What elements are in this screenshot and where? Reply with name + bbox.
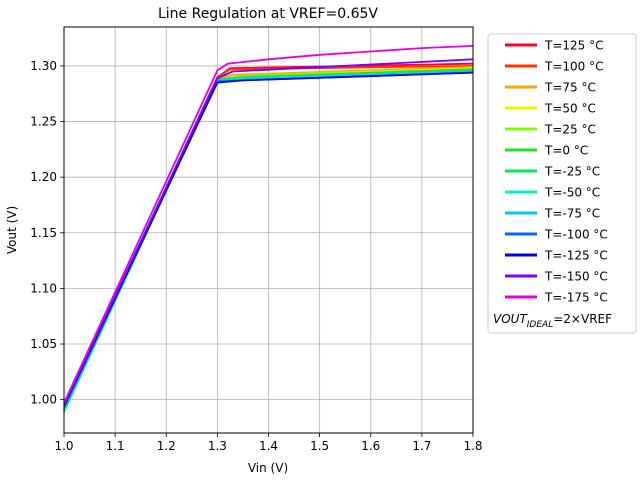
y-tick-label: 1.15 — [30, 226, 57, 240]
series-line-11 — [63, 58, 474, 406]
legend-note: VOUTIDEAL=2×VREF — [493, 312, 612, 330]
legend-label-7: T=-50 °C — [544, 186, 600, 200]
x-tick-label: 1.1 — [106, 439, 125, 453]
legend-label-1: T=100 °C — [544, 60, 603, 74]
chart-title: Line Regulation at VREF=0.65V — [158, 6, 378, 22]
legend-label-11: T=-150 °C — [544, 270, 608, 284]
grid-lines — [63, 27, 474, 433]
x-tick-label: 1.0 — [54, 439, 73, 453]
y-tick-label: 1.10 — [30, 281, 57, 295]
y-tick-label: 1.30 — [30, 59, 57, 73]
legend-label-5: T=0 °C — [544, 144, 588, 158]
legend-note-rest: =2×VREF — [553, 312, 612, 326]
plot-series — [63, 45, 474, 413]
legend-box — [487, 33, 637, 334]
x-tick-label: 1.2 — [157, 439, 176, 453]
y-tick-label: 1.25 — [30, 115, 57, 129]
x-tick-label: 1.7 — [412, 439, 431, 453]
x-tick-label: 1.6 — [361, 439, 380, 453]
legend-label-2: T=75 °C — [544, 81, 596, 95]
legend-label-9: T=-100 °C — [544, 228, 608, 242]
series-line-12 — [63, 45, 474, 404]
legend-label-0: T=125 °C — [544, 39, 603, 53]
x-tick-label: 1.3 — [208, 439, 227, 453]
legend-label-4: T=25 °C — [544, 123, 596, 137]
y-tick-label: 1.20 — [30, 170, 57, 184]
series-line-10 — [63, 71, 474, 407]
x-tick-label: 1.5 — [310, 439, 329, 453]
y-axis-ticks: 1.00 1.05 1.10 1.15 1.20 1.25 1.30 — [30, 59, 64, 407]
y-tick-label: 1.00 — [30, 393, 57, 407]
legend-items: T=125 °C T=100 °C T=75 °C T=50 °C T=25 °C T=0… — [505, 39, 608, 305]
legend-label-12: T=-175 °C — [544, 291, 608, 305]
y-axis-label: Vout (V) — [5, 206, 19, 254]
legend-label-10: T=-125 °C — [544, 249, 608, 263]
legend-label-6: T=-25 °C — [544, 165, 600, 179]
legend-label-3: T=50 °C — [544, 102, 596, 116]
x-tick-label: 1.4 — [259, 439, 278, 453]
x-axis-ticks: 1.0 1.1 1.2 1.3 1.4 1.5 1.6 1.7 1.8 — [54, 433, 483, 453]
legend: T=125 °C T=100 °C T=75 °C T=50 °C T=25 °C T=0… — [487, 33, 637, 334]
legend-label-8: T=-75 °C — [544, 207, 600, 221]
legend-note-main: VOUT — [493, 312, 528, 326]
x-tick-label: 1.8 — [463, 439, 482, 453]
x-axis-label: Vin (V) — [248, 461, 288, 475]
legend-note-subscript: IDEAL — [527, 320, 553, 330]
y-tick-label: 1.05 — [30, 337, 57, 351]
